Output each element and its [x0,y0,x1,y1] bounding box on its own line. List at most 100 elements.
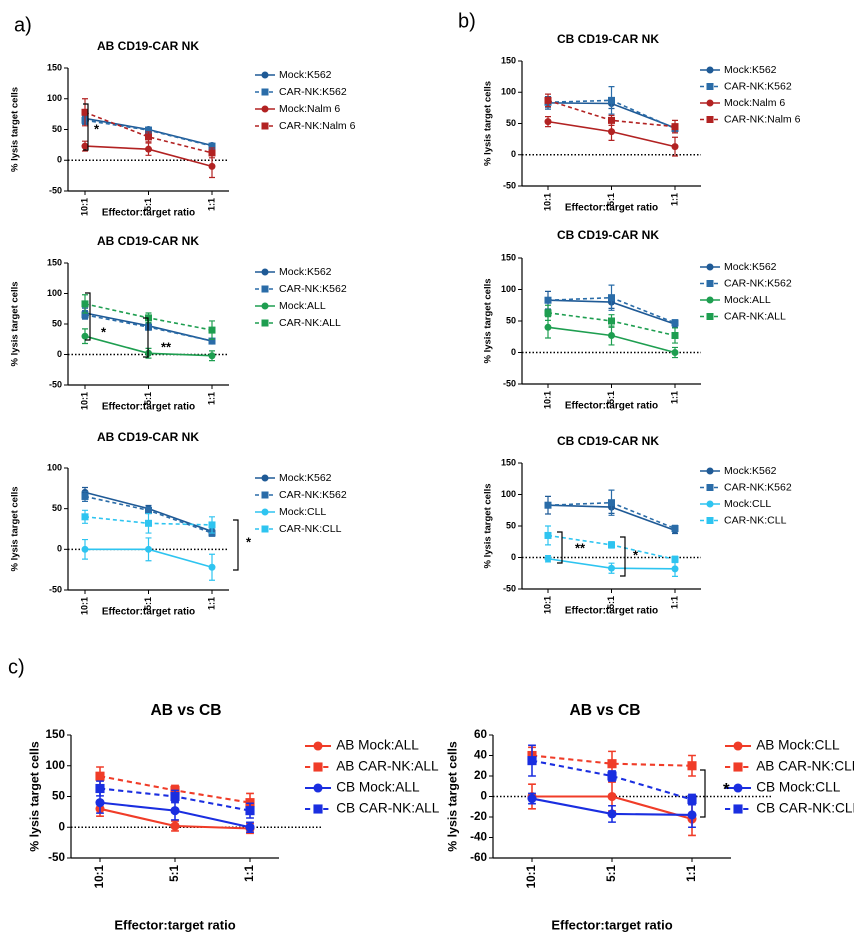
data-point [208,142,216,150]
y-tick-label: 60 [474,728,488,741]
data-point [527,756,537,766]
legend-label: Mock:K562 [279,266,332,278]
x-axis-label: Effector:target ratio [102,607,195,618]
chart-title: CB CD19-CAR NK [557,32,659,46]
data-point [671,143,679,151]
y-tick-label: -20 [470,810,487,823]
data-point [544,323,552,331]
x-tick-label: 10:1 [79,392,89,410]
chart-title: AB CD19-CAR NK [97,234,199,248]
legend-marker [706,99,714,107]
data-point [544,531,552,539]
y-tick-label: 0 [58,820,65,833]
chart-title: CB CD19-CAR NK [557,228,659,242]
y-tick-label: 150 [47,62,62,72]
y-tick-label: 0 [511,347,516,357]
legend-marker [261,285,269,293]
x-tick-label: 5:1 [606,193,616,206]
y-tick-label: 0 [57,155,62,165]
legend-marker [706,517,714,524]
panel-label: b) [458,10,476,32]
x-tick-label: 1:1 [243,865,256,882]
y-tick-label: 0 [57,544,62,554]
legend-label: AB Mock:CLL [756,738,840,753]
data-point [81,332,89,340]
data-point [608,116,615,124]
x-tick-label: 10:1 [79,597,89,615]
data-point [208,337,216,345]
x-tick-label: 5:1 [143,392,153,405]
legend-label: CAR-NK:K562 [724,481,792,493]
legend-label: CAR-NK:K562 [279,283,347,295]
legend-label: Mock:ALL [279,300,326,312]
x-tick-label: 10:1 [542,391,552,409]
data-point [544,555,552,563]
y-axis-label: % lysis target cells [27,741,41,852]
data-point [608,96,615,104]
significance-label: ** [161,339,172,354]
legend-marker [706,484,714,491]
y-tick-label: 100 [501,489,516,499]
y-tick-label: 50 [52,318,62,328]
y-axis-label: % lysis target cells [483,483,494,568]
y-tick-label: -60 [470,851,487,864]
legend-label: CB CAR-NK:ALL [336,801,440,816]
significance-bracket [233,519,239,571]
y-tick-label: 0 [480,790,487,803]
legend-marker [706,116,714,123]
data-point [81,300,89,308]
data-point [608,541,615,549]
data-point [607,759,617,769]
data-point [527,794,537,804]
x-tick-label: 5:1 [143,198,153,211]
legend-marker [313,804,323,814]
data-point [544,96,552,104]
x-tick-label: 10:1 [542,596,552,614]
data-point [245,822,255,832]
data-point [208,326,216,334]
x-tick-label: 5:1 [606,596,616,609]
legend-marker [706,263,714,271]
y-tick-label: 50 [506,118,516,128]
data-point [145,126,152,134]
y-tick-label: -50 [49,185,62,195]
chart-title: AB vs CB [569,702,640,719]
legend-label: Mock:Nalm 6 [279,103,340,115]
legend-marker [733,762,743,772]
legend-marker [313,762,323,772]
significance-bracket [620,536,626,577]
legend-label: CAR-NK:Nalm 6 [279,120,356,132]
legend-marker [733,804,743,814]
legend-marker [733,741,743,751]
legend-marker [261,474,269,482]
legend-marker [706,500,714,508]
legend-marker [706,280,714,287]
data-point [95,783,105,794]
panel-label: c) [8,656,25,678]
x-tick-label: 5:1 [168,865,181,882]
data-point [208,149,216,157]
legend-label: AB CAR-NK:CLL [756,759,854,774]
data-point [170,821,180,831]
x-axis-label: Effector:target ratio [551,917,672,932]
chart-title: AB CD19-CAR NK [97,430,199,444]
y-tick-label: 50 [506,315,516,325]
x-tick-label: 1:1 [206,392,216,405]
data-point [81,311,89,319]
data-point [145,133,152,141]
legend-label: Mock:K562 [279,69,332,81]
legend-label: Mock:K562 [724,64,777,76]
x-axis-label: Effector:target ratio [114,917,235,932]
legend-marker [261,525,269,533]
legend-label: CAR-NK:CLL [724,514,787,526]
legend-marker [706,83,714,90]
x-axis-label: Effector:target ratio [565,203,658,214]
legend-label: Mock:K562 [724,465,777,477]
legend-label: AB Mock:ALL [336,738,419,753]
x-tick-label: 5:1 [606,391,616,404]
y-tick-label: 100 [47,288,62,298]
data-point [671,525,679,533]
chart-title: CB CD19-CAR NK [557,434,659,448]
data-point [95,771,105,781]
y-tick-label: 150 [501,457,516,467]
